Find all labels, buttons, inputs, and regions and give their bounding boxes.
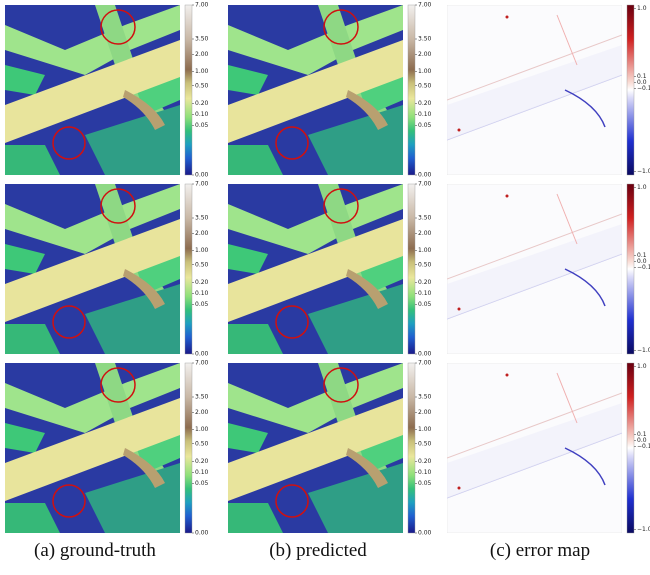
colorbar-tick-label: 0.50 xyxy=(418,82,432,89)
colorbar-tick-label: 3.50 xyxy=(418,215,432,222)
colorbar-tick-label: 0.10 xyxy=(195,290,209,297)
colorbar-tick-label: −0.1 xyxy=(637,85,650,92)
colorbar xyxy=(185,5,192,175)
colorbar-tick-label: −1.0 xyxy=(637,168,650,175)
colorbar-tick-label: 0.20 xyxy=(195,279,209,286)
caption: (a) ground-truth xyxy=(34,540,156,561)
colorbar xyxy=(408,184,415,354)
map-image xyxy=(5,184,180,354)
colorbar-tick-label: 2.00 xyxy=(195,409,209,416)
colorbar-tick-label: 1.00 xyxy=(418,247,432,254)
colorbar xyxy=(408,363,415,533)
map-image xyxy=(228,184,403,354)
colorbar-tick-label: 0.10 xyxy=(418,111,432,118)
caption: (c) error map xyxy=(490,540,590,561)
colorbar-tick-label: 7.00 xyxy=(418,2,432,9)
map-image xyxy=(447,5,622,175)
colorbar-tick-label: 0.05 xyxy=(195,301,209,308)
colorbar-tick-label: 0.05 xyxy=(195,480,209,487)
colorbar-tick-label: 2.00 xyxy=(195,230,209,237)
colorbar-tick-label: 7.00 xyxy=(418,360,432,367)
colorbar-tick-label: 0.20 xyxy=(195,100,209,107)
colorbar-tick-label: −1.0 xyxy=(637,347,650,354)
colorbar-tick-label: 0.20 xyxy=(418,458,432,465)
colorbar-tick-label: 0.20 xyxy=(418,279,432,286)
colorbar-tick-label: 1.00 xyxy=(195,426,209,433)
colorbar-tick-label: 0.00 xyxy=(418,351,432,358)
colorbar-tick-label: 7.00 xyxy=(195,2,209,9)
colorbar-tick-label: 0.05 xyxy=(418,480,432,487)
colorbar-tick-label: −1.0 xyxy=(637,526,650,533)
colorbar-tick-label: 1.0 xyxy=(637,184,647,191)
colorbar-tick-label: 1.0 xyxy=(637,363,647,370)
colorbar-tick-label: 7.00 xyxy=(418,181,432,188)
colorbar-tick-label: 0.50 xyxy=(418,261,432,268)
colorbar-tick-label: 7.00 xyxy=(195,360,209,367)
colorbar-tick-label: 3.50 xyxy=(195,36,209,43)
colorbar-tick-label: 7.00 xyxy=(195,181,209,188)
colorbar xyxy=(627,363,634,533)
colorbar-tick-label: 1.00 xyxy=(195,247,209,254)
colorbar-tick-label: 1.00 xyxy=(418,68,432,75)
colorbar xyxy=(408,5,415,175)
map-image xyxy=(228,5,403,175)
colorbar-tick-label: 1.00 xyxy=(195,68,209,75)
colorbar xyxy=(185,184,192,354)
map-image xyxy=(447,184,622,354)
colorbar-tick-label: 2.00 xyxy=(418,51,432,58)
colorbar-tick-label: 0.00 xyxy=(418,172,432,179)
colorbar-tick-label: 0.00 xyxy=(418,530,432,537)
colorbar-tick-label: 1.00 xyxy=(418,426,432,433)
colorbar-tick-label: −0.1 xyxy=(637,443,650,450)
colorbar-tick-label: 0.10 xyxy=(195,469,209,476)
colorbar-tick-label: 0.50 xyxy=(195,82,209,89)
map-image xyxy=(5,5,180,175)
colorbar-tick-label: 0.00 xyxy=(195,172,209,179)
colorbar-tick-label: 1.0 xyxy=(637,5,647,12)
colorbar-tick-label: 0.10 xyxy=(195,111,209,118)
figure: (a) ground-truth (b) predicted (c) error… xyxy=(0,0,650,575)
caption: (b) predicted xyxy=(269,540,367,561)
colorbar-tick-label: 3.50 xyxy=(418,394,432,401)
colorbar-tick-label: 0.50 xyxy=(418,440,432,447)
colorbar-tick-label: 0.20 xyxy=(195,458,209,465)
colorbar-tick-label: 3.50 xyxy=(195,394,209,401)
colorbar-tick-label: 0.10 xyxy=(418,290,432,297)
map-image xyxy=(447,363,622,533)
colorbar-tick-label: 0.50 xyxy=(195,440,209,447)
colorbar-tick-label: 0.50 xyxy=(195,261,209,268)
colorbar-tick-label: 0.10 xyxy=(418,469,432,476)
map-image xyxy=(5,363,180,533)
colorbar-tick-label: 2.00 xyxy=(418,409,432,416)
colorbar-tick-label: 0.00 xyxy=(195,530,209,537)
colorbar-tick-label: 0.05 xyxy=(195,122,209,129)
colorbar-tick-label: 0.05 xyxy=(418,301,432,308)
colorbar-tick-label: −0.1 xyxy=(637,264,650,271)
colorbar-tick-label: 0.20 xyxy=(418,100,432,107)
colorbar-tick-label: 3.50 xyxy=(418,36,432,43)
colorbar xyxy=(627,184,634,354)
colorbar xyxy=(627,5,634,175)
colorbar-tick-label: 0.00 xyxy=(195,351,209,358)
colorbar-tick-label: 0.05 xyxy=(418,122,432,129)
map-image xyxy=(228,363,403,533)
colorbar-tick-label: 2.00 xyxy=(195,51,209,58)
colorbar-tick-label: 2.00 xyxy=(418,230,432,237)
colorbar xyxy=(185,363,192,533)
colorbar-tick-label: 3.50 xyxy=(195,215,209,222)
